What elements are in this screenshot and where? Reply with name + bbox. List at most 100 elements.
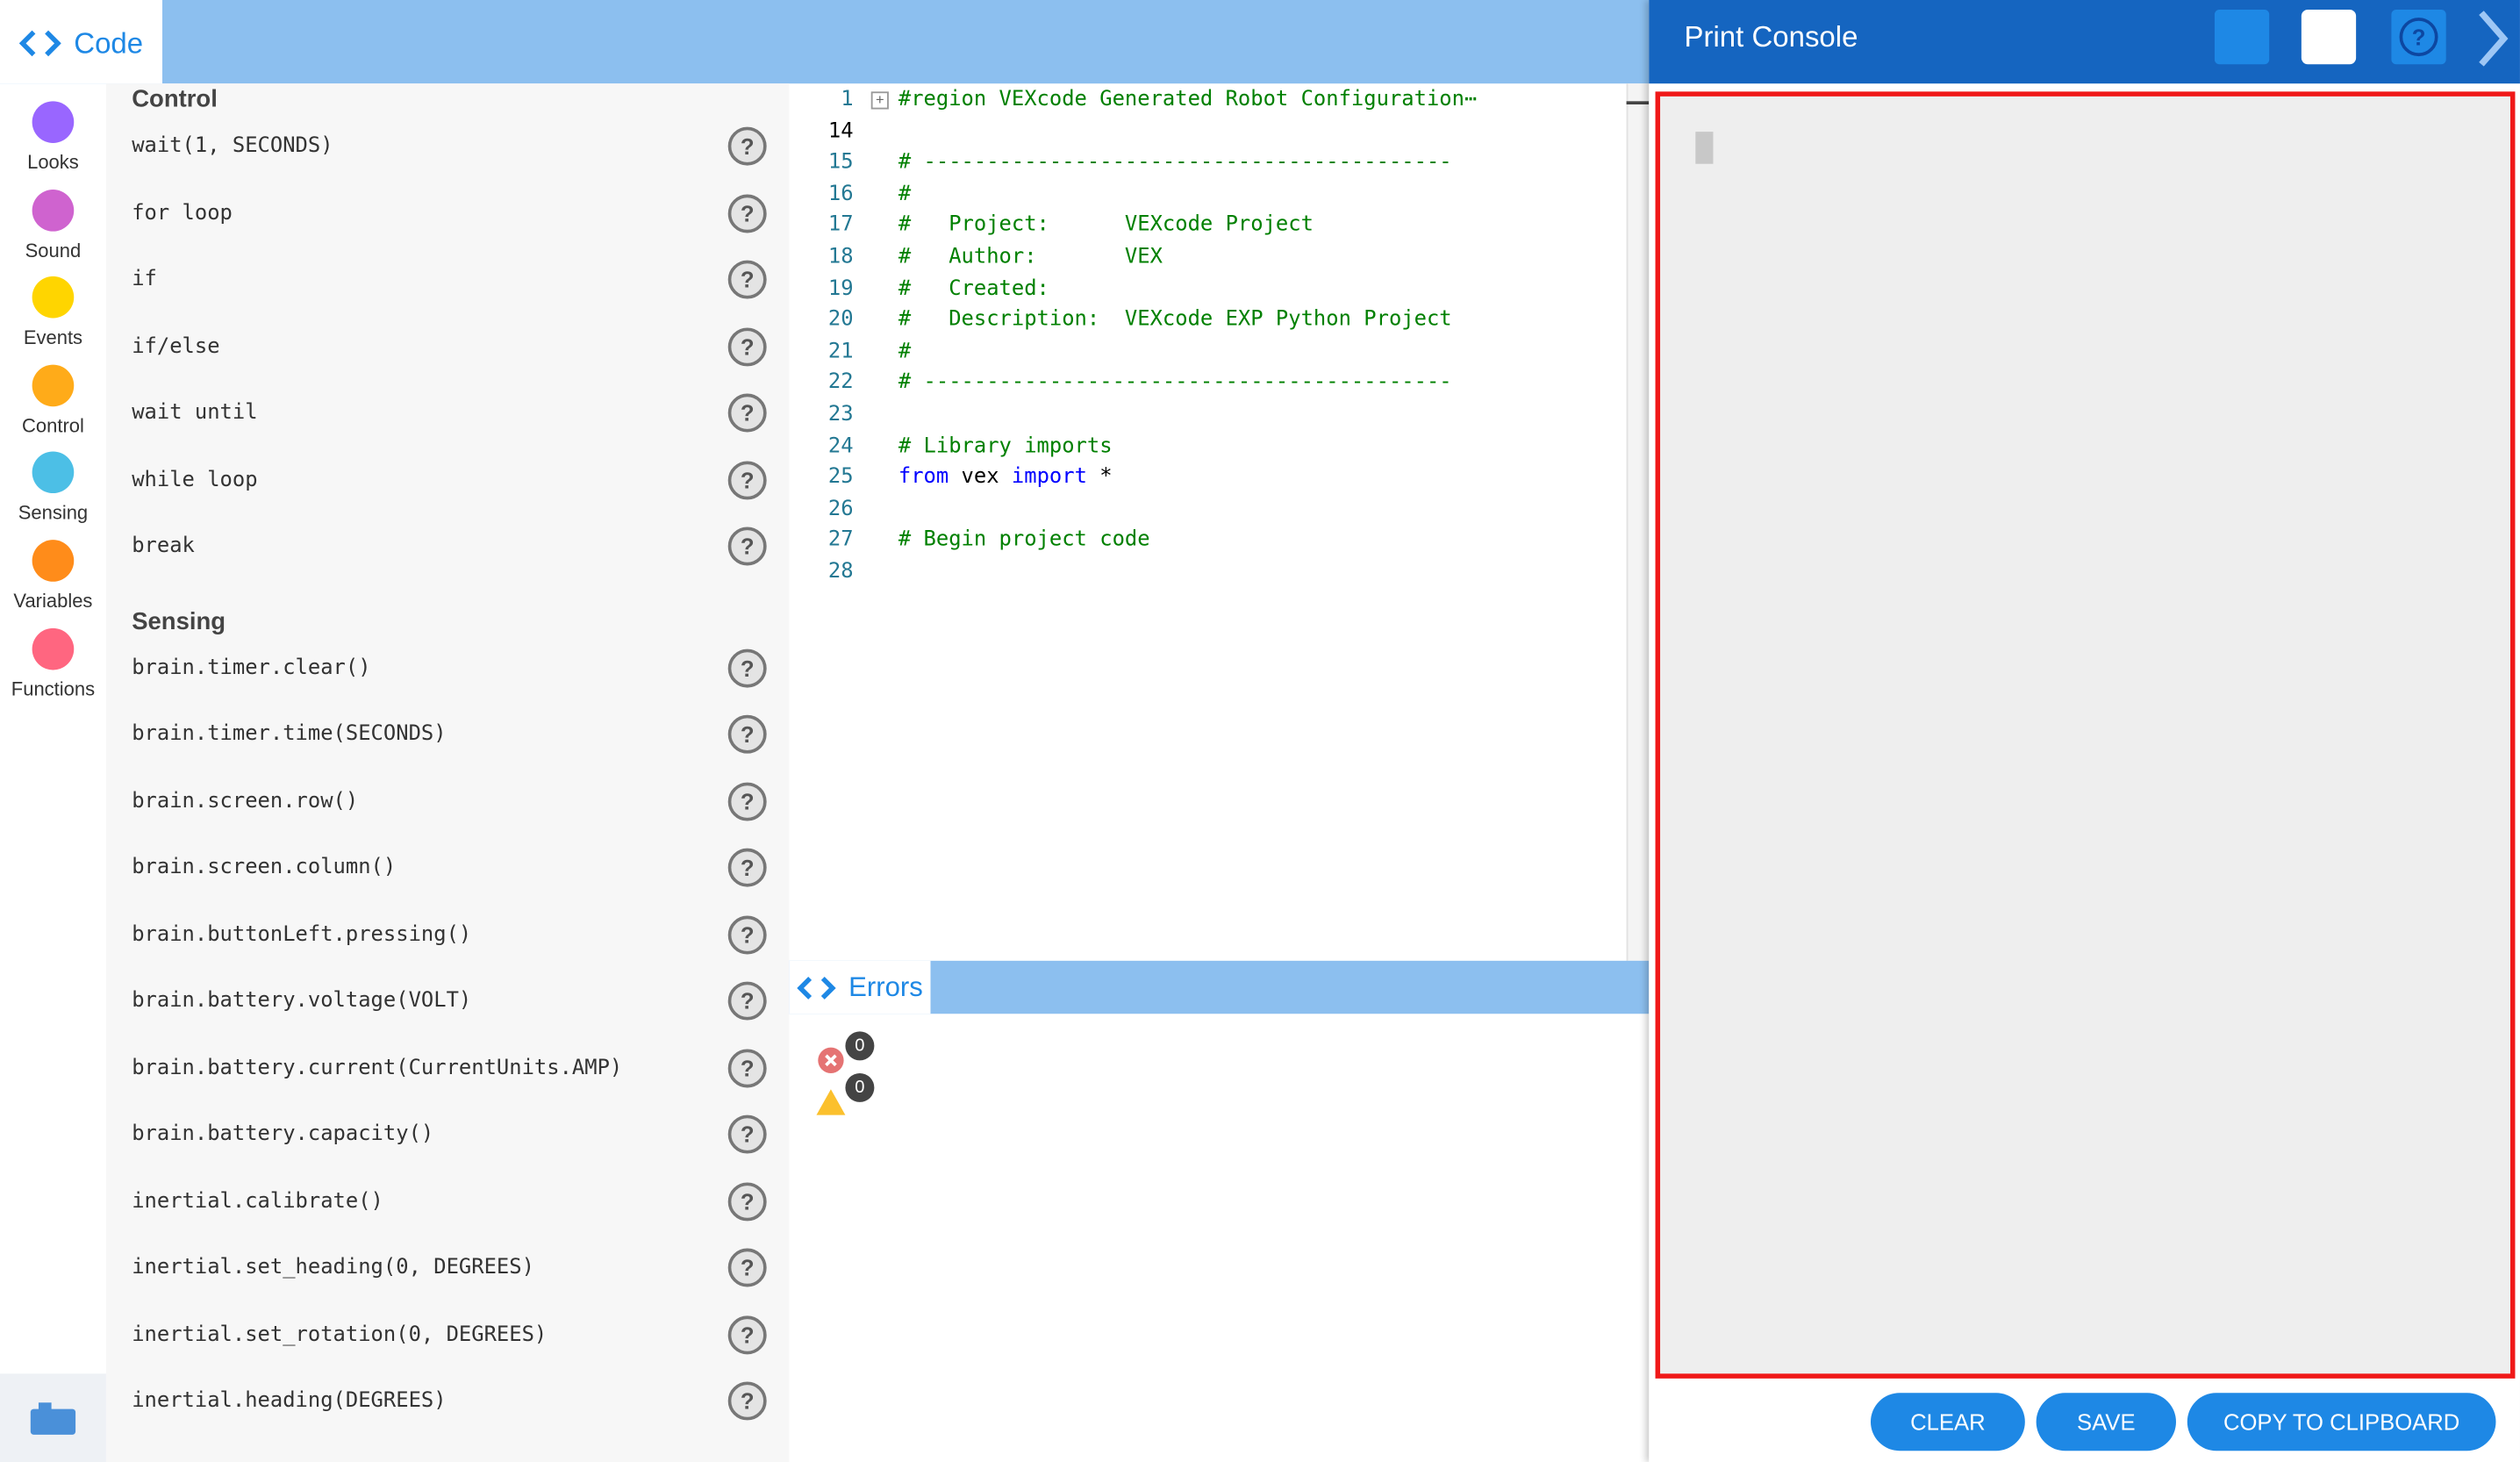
block[interactable]: brain.screen.row(): [132, 788, 359, 813]
help-icon[interactable]: ?: [727, 1114, 767, 1154]
console-output[interactable]: [1655, 91, 2516, 1379]
block[interactable]: inertial.heading(DEGREES): [132, 1388, 447, 1414]
help-icon[interactable]: ?: [727, 1248, 767, 1287]
warning-count: 0: [855, 1078, 865, 1098]
section-title: Sensing: [132, 607, 226, 635]
block[interactable]: for loop: [132, 200, 233, 226]
error-count: 0: [855, 1036, 865, 1056]
line-number: 27: [827, 528, 854, 553]
block[interactable]: brain.buttonLeft.pressing(): [132, 921, 472, 947]
help-icon[interactable]: ?: [727, 714, 767, 754]
block[interactable]: inertial.set_heading(0, DEGREES): [132, 1255, 534, 1280]
block[interactable]: wait(1, SECONDS): [132, 133, 333, 159]
code-line: # Created:: [898, 276, 1049, 301]
block[interactable]: if: [132, 267, 157, 292]
help-icon[interactable]: ?: [727, 260, 767, 299]
svg-text:?: ?: [2412, 25, 2426, 50]
block[interactable]: brain.screen.column(): [132, 855, 397, 880]
help-icon[interactable]: ?: [727, 781, 767, 821]
line-number: 1: [841, 87, 854, 112]
category-dot[interactable]: [32, 101, 75, 143]
help-icon[interactable]: ?: [727, 848, 767, 887]
code-line: #: [898, 339, 912, 364]
line-number: 17: [827, 213, 854, 238]
category-dot[interactable]: [32, 364, 75, 406]
line-number: 18: [827, 245, 854, 269]
category-label: Looks: [27, 151, 79, 174]
code-token: from: [898, 465, 949, 490]
line-number: 15: [827, 150, 854, 175]
block[interactable]: brain.timer.time(SECONDS): [132, 721, 447, 747]
category-label: Control: [22, 413, 84, 437]
code-token: *: [1086, 465, 1113, 490]
block[interactable]: if/else: [132, 333, 220, 359]
block[interactable]: inertial.calibrate(): [132, 1188, 383, 1214]
category-dot[interactable]: [32, 189, 75, 231]
help-icon[interactable]: ?: [727, 1181, 767, 1221]
scroll-marker: [1626, 101, 1650, 105]
tab-title: Code: [74, 27, 144, 60]
category-label: Sensing: [18, 501, 89, 525]
errors-icon: [797, 977, 836, 1000]
help-icon[interactable]: ?: [727, 326, 767, 366]
category-dot[interactable]: [32, 540, 75, 582]
fold-toggle[interactable]: +: [870, 91, 889, 110]
line-number: 20: [827, 307, 854, 333]
line-number: 24: [827, 434, 854, 458]
block[interactable]: break: [132, 534, 195, 559]
block[interactable]: brain.battery.capacity(): [132, 1122, 434, 1147]
device-button[interactable]: [2214, 9, 2270, 65]
code-line: # Begin project code: [898, 528, 1150, 553]
code-token: vex: [949, 465, 1012, 490]
code-line: #region VEXcode Generated Robot Configur…: [898, 87, 1478, 112]
block[interactable]: wait until: [132, 400, 258, 426]
errors-tab[interactable]: Errors: [789, 960, 931, 1014]
line-number: 23: [827, 402, 854, 427]
help-icon[interactable]: ?: [727, 1315, 767, 1354]
console-button[interactable]: CLEAR: [1870, 1393, 2025, 1451]
code-tab[interactable]: Code: [0, 0, 162, 84]
dashboard-button[interactable]: [2301, 9, 2357, 65]
help-icon[interactable]: ?: [727, 981, 767, 1021]
line-number: 16: [827, 182, 854, 206]
code-line: #: [898, 182, 912, 206]
cursor: [1695, 132, 1714, 164]
console-title: Print Console: [1684, 20, 1858, 54]
block[interactable]: while loop: [132, 467, 258, 492]
help-icon[interactable]: ?: [727, 1381, 767, 1421]
help-icon[interactable]: ?: [727, 914, 767, 954]
code-line: # --------------------------------------…: [898, 150, 1452, 175]
category-label: Functions: [11, 677, 96, 700]
console-button[interactable]: SAVE: [2036, 1393, 2176, 1451]
code-line: # Library imports: [898, 434, 1113, 458]
help-icon[interactable]: ?: [727, 393, 767, 433]
help-icon[interactable]: ?: [727, 1048, 767, 1087]
help-button[interactable]: ?: [2391, 9, 2446, 65]
extensions-icon: [30, 1402, 76, 1435]
console-header: Print Console ?: [1649, 0, 2520, 84]
block[interactable]: inertial.set_rotation(0, DEGREES): [132, 1322, 548, 1347]
block[interactable]: brain.battery.current(CurrentUnits.AMP): [132, 1055, 623, 1080]
block[interactable]: brain.timer.clear(): [132, 655, 371, 680]
line-number: 14: [827, 118, 854, 144]
collapse-button[interactable]: [2472, 6, 2514, 70]
category-dot[interactable]: [32, 276, 75, 319]
help-icon[interactable]: ?: [727, 460, 767, 499]
line-number: 19: [827, 276, 854, 301]
block[interactable]: brain.battery.voltage(VOLT): [132, 988, 472, 1014]
category-dot[interactable]: [32, 627, 75, 670]
help-icon[interactable]: ?: [727, 193, 767, 233]
extensions-button[interactable]: [0, 1373, 106, 1462]
help-icon[interactable]: ?: [727, 648, 767, 687]
code-icon: [18, 30, 61, 57]
code-line: # Author: VEX: [898, 245, 1163, 269]
help-icon[interactable]: ?: [727, 527, 767, 566]
category-dot[interactable]: [32, 452, 75, 494]
code-line: # Description: VEXcode EXP Python Projec…: [898, 307, 1452, 333]
console-button[interactable]: COPY TO CLIPBOARD: [2187, 1393, 2496, 1451]
help-icon[interactable]: ?: [727, 126, 767, 166]
palette: [105, 83, 790, 1462]
scrollbar[interactable]: [1626, 83, 1651, 961]
